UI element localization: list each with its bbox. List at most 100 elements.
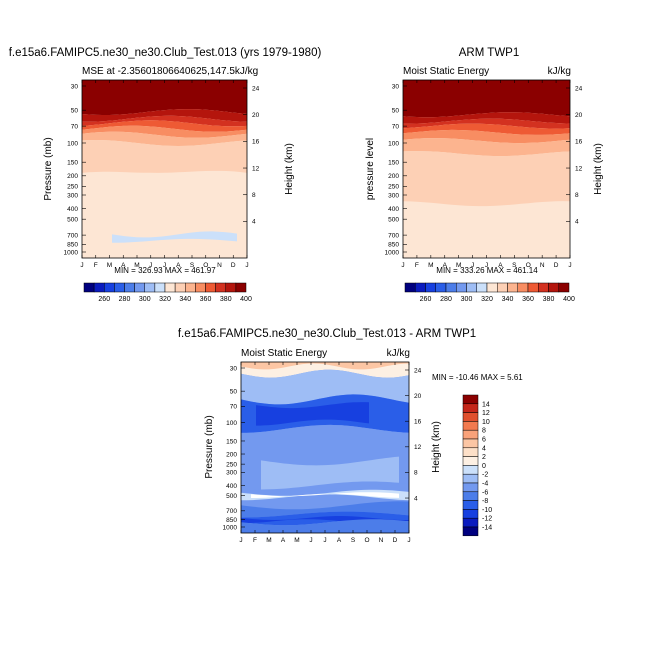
y-right-tick-label: 12 bbox=[414, 444, 422, 451]
contour-level bbox=[241, 501, 409, 518]
colorbar-label: 8 bbox=[482, 428, 486, 435]
panel-obs-mse: ARM TWP1 Moist Static Energy kJ/kg J F M A M… bbox=[365, 47, 604, 303]
x-tick-label: O bbox=[526, 262, 531, 269]
colorbar-swatch bbox=[154, 282, 166, 293]
y-right-tick-label: 4 bbox=[575, 219, 579, 226]
x-tick-label: J bbox=[401, 262, 404, 269]
colorbar-label: -14 bbox=[482, 525, 492, 532]
colorbar-swatch bbox=[456, 282, 467, 293]
colorbar-swatch bbox=[195, 282, 206, 293]
plot-units: kJ/kg bbox=[548, 66, 571, 77]
y-tick-label: 700 bbox=[67, 232, 78, 239]
colorbar-swatch bbox=[185, 282, 196, 293]
panel-title: ARM TWP1 bbox=[459, 47, 520, 59]
min-max-label: MIN = -10.46 MAX = 5.61 bbox=[432, 373, 523, 382]
y-tick-label: 200 bbox=[67, 173, 78, 180]
x-tick-label: S bbox=[190, 262, 195, 269]
y-tick-label: 1000 bbox=[64, 249, 79, 256]
y-tick-label: 300 bbox=[67, 192, 78, 199]
y-tick-label: 30 bbox=[230, 365, 238, 372]
y-tick-label: 250 bbox=[388, 184, 399, 191]
colorbar-swatch bbox=[538, 282, 549, 293]
x-tick-label: N bbox=[217, 262, 222, 269]
contour-level bbox=[241, 369, 409, 405]
x-tick-label: M bbox=[134, 262, 139, 269]
colorbar-swatch bbox=[174, 282, 186, 293]
y-right-tick-label: 16 bbox=[414, 419, 422, 426]
x-tick-label: S bbox=[351, 537, 356, 544]
contour-level bbox=[403, 244, 570, 258]
x-tick-label: J bbox=[239, 537, 242, 544]
plot-units: kJ/kg bbox=[387, 348, 410, 359]
x-tick-label: M bbox=[428, 262, 433, 269]
x-tick-label: M bbox=[456, 262, 461, 269]
colorbar-swatch bbox=[462, 500, 479, 510]
y-tick-label: 250 bbox=[226, 461, 237, 468]
contour-level bbox=[112, 231, 237, 243]
colorbar-swatch bbox=[462, 526, 479, 537]
y-tick-label: 150 bbox=[226, 438, 237, 445]
colorbar-swatch bbox=[462, 473, 479, 484]
y-axis-label: Pressure (mb) bbox=[43, 137, 54, 200]
y-right-tick-label: 20 bbox=[252, 112, 260, 119]
x-tick-label: A bbox=[281, 537, 286, 544]
contour-level bbox=[403, 118, 570, 129]
colorbar-label: 380 bbox=[220, 296, 232, 303]
colorbar-swatch bbox=[548, 282, 559, 293]
y-axis-right-label: Height (km) bbox=[284, 143, 295, 195]
y-tick-label: 500 bbox=[67, 216, 78, 223]
contour-fill bbox=[241, 362, 409, 533]
colorbar-swatch bbox=[425, 282, 436, 293]
y-tick-label: 850 bbox=[226, 517, 237, 524]
colorbar-label: 300 bbox=[139, 296, 151, 303]
x-tick-label: N bbox=[540, 262, 545, 269]
x-tick-label: J bbox=[323, 537, 326, 544]
colorbar-label: 260 bbox=[420, 296, 432, 303]
y-axis-label: Pressure (mb) bbox=[204, 415, 215, 478]
contour-level bbox=[403, 129, 570, 144]
colorbar-label: 10 bbox=[482, 419, 490, 426]
x-tick-label: A bbox=[443, 262, 448, 269]
y-tick-label: 30 bbox=[71, 83, 79, 90]
colorbar-label: 400 bbox=[563, 296, 575, 303]
y-tick-label: 70 bbox=[392, 123, 400, 130]
colorbar-swatch bbox=[466, 282, 477, 293]
colorbar-swatch bbox=[462, 421, 479, 431]
colorbar-label: 14 bbox=[482, 401, 490, 408]
y-tick-label: 1000 bbox=[223, 524, 238, 531]
contour-level bbox=[403, 112, 570, 124]
x-tick-label: N bbox=[379, 537, 384, 544]
colorbar-label: -4 bbox=[482, 481, 488, 488]
colorbar-swatch bbox=[462, 491, 479, 501]
colorbar-label: 360 bbox=[522, 296, 534, 303]
colorbar-label: 0 bbox=[482, 463, 486, 470]
y-tick-label: 100 bbox=[67, 140, 78, 147]
y-tick-label: 500 bbox=[388, 216, 399, 223]
contour-level bbox=[241, 519, 409, 533]
y-axis-right-label: Height (km) bbox=[431, 421, 442, 473]
contour-level bbox=[82, 131, 247, 146]
y-tick-label: 300 bbox=[226, 470, 237, 477]
y-tick-label: 150 bbox=[388, 159, 399, 166]
y-tick-label: 70 bbox=[71, 123, 79, 130]
contour-level bbox=[82, 115, 247, 127]
colorbar-swatch bbox=[497, 282, 508, 293]
colorbar-label: 320 bbox=[159, 296, 171, 303]
colorbar-swatch bbox=[462, 482, 479, 493]
y-tick-label: 700 bbox=[226, 508, 237, 515]
colorbar-label: 6 bbox=[482, 437, 486, 444]
colorbar-swatch bbox=[134, 282, 145, 293]
colorbar-swatch bbox=[486, 282, 498, 293]
y-axis-label: pressure level bbox=[365, 138, 376, 200]
plot-title: Moist Static Energy bbox=[403, 66, 489, 77]
contour-level bbox=[403, 138, 570, 157]
colorbar-label: 4 bbox=[482, 445, 486, 452]
x-tick-label: F bbox=[415, 262, 419, 269]
x-tick-label: J bbox=[407, 537, 410, 544]
y-right-tick-label: 4 bbox=[252, 219, 256, 226]
colorbar-label: 400 bbox=[240, 296, 252, 303]
y-tick-label: 30 bbox=[392, 83, 400, 90]
colorbar-swatch bbox=[462, 447, 479, 457]
colorbar-label: -10 bbox=[482, 507, 492, 514]
